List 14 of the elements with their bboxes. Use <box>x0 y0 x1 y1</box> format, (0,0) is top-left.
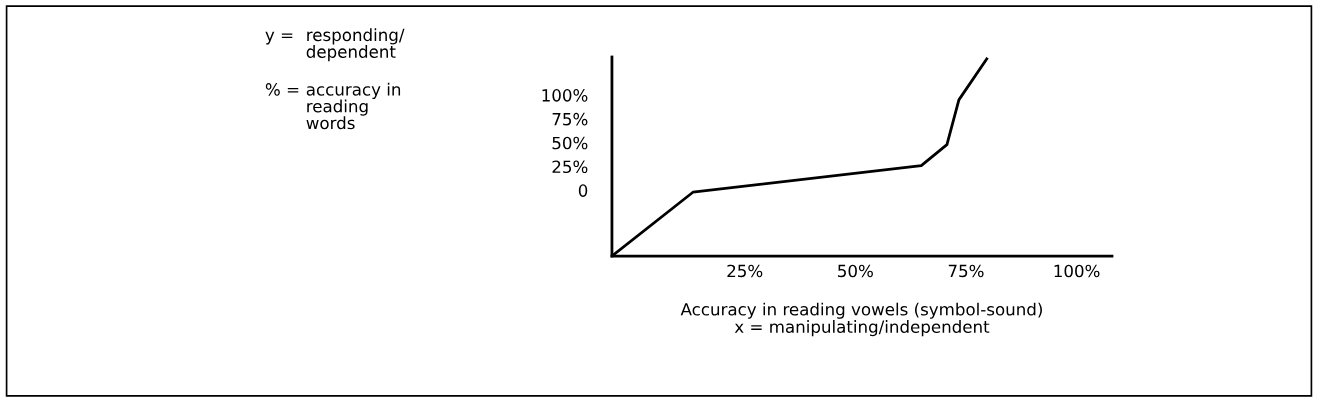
text: % = <box>265 83 299 96</box>
x-tick-label: 75% <box>948 264 984 278</box>
x-axis-title: Accuracy in reading vowels (symbol-sound) x = manipulating/independent <box>680 302 1042 337</box>
y-tick-label: 100% <box>542 89 588 102</box>
x-tick-label: 100% <box>1054 264 1100 278</box>
y-tick-label: 75% <box>552 112 588 126</box>
text: accuracy in reading words <box>306 82 401 130</box>
y-tick-label: 50% <box>552 136 588 150</box>
y-tick-label: 25% <box>552 160 588 174</box>
x-tick-label: 25% <box>727 264 763 278</box>
x-tick-label: 50% <box>838 264 873 278</box>
text: y = <box>265 31 293 45</box>
y-tick-label: 0 <box>578 184 588 197</box>
text: responding/ dependent <box>306 28 405 62</box>
